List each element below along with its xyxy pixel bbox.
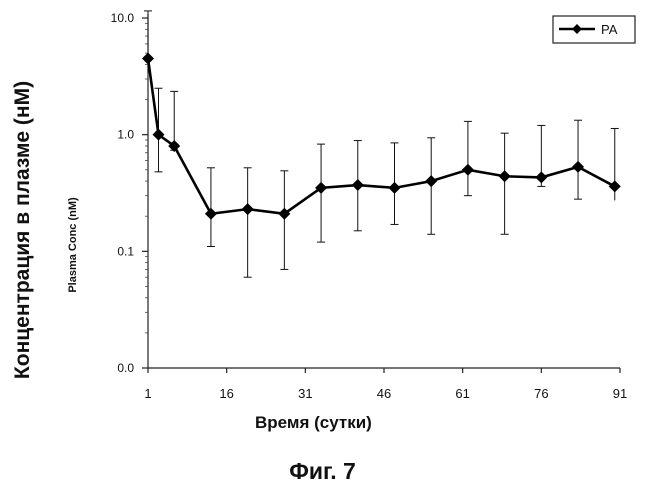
- data-point-marker: [572, 161, 584, 173]
- data-point-marker: [205, 208, 217, 220]
- data-point-marker: [535, 171, 547, 183]
- data-point-marker: [352, 179, 364, 191]
- figure-caption: Фиг. 7: [0, 458, 645, 485]
- y-tick-label: 0.0: [117, 361, 134, 375]
- x-axis-label: Время (сутки): [255, 413, 372, 433]
- x-tick-label: 1: [144, 386, 151, 401]
- x-tick-label: 91: [613, 386, 627, 401]
- data-point-marker: [499, 170, 511, 182]
- y-tick-label: 1.0: [117, 128, 134, 142]
- data-point-marker: [242, 203, 254, 215]
- data-point-marker: [609, 180, 621, 192]
- data-point-marker: [425, 175, 437, 187]
- outer-y-axis-label: Концентрация в плазме (нМ): [11, 81, 35, 379]
- x-tick-label: 16: [219, 386, 233, 401]
- y-tick-label: 10.0: [111, 11, 135, 25]
- legend-label: PA: [601, 22, 618, 37]
- data-point-marker: [388, 182, 400, 194]
- series-line: [148, 58, 615, 213]
- y-tick-label: 0.1: [117, 244, 134, 258]
- outer-y-axis-label-container: Концентрация в плазме (нМ): [2, 60, 44, 400]
- inner-y-axis-label: Plasma Conc (nM): [67, 197, 79, 292]
- x-tick-label: 46: [377, 386, 391, 401]
- x-tick-label: 31: [298, 386, 312, 401]
- x-tick-label: 76: [534, 386, 548, 401]
- inner-y-axis-label-container: Plasma Conc (nM): [58, 150, 88, 340]
- data-point-marker: [462, 164, 474, 176]
- data-point-marker: [142, 52, 154, 64]
- x-tick-label: 61: [455, 386, 469, 401]
